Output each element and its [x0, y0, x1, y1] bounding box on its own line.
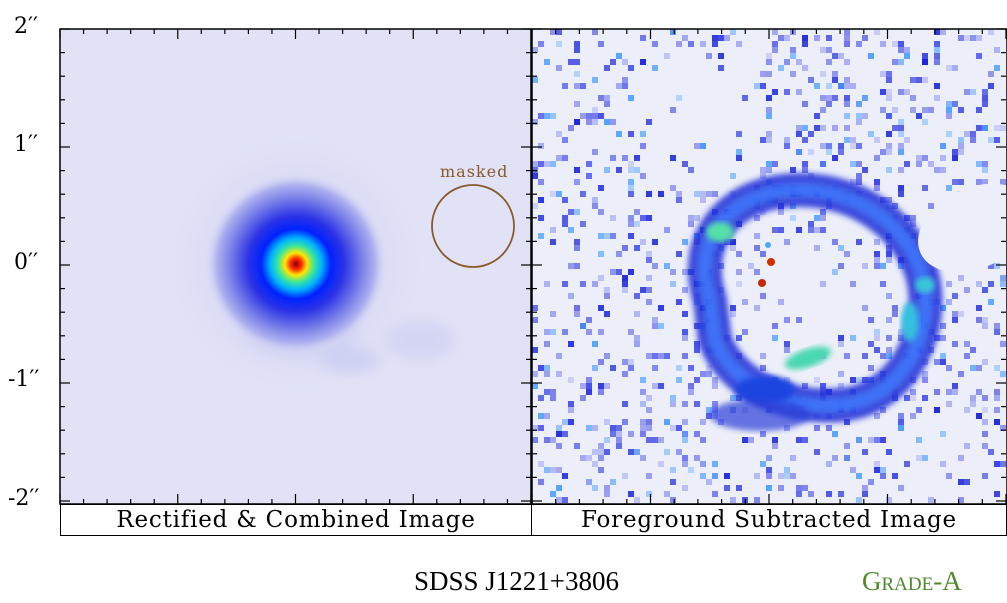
mask-annotation: masked [440, 162, 509, 181]
right-panel-caption: Foreground Subtracted Image [531, 504, 1007, 536]
object-name: SDSS J1221+3806 [414, 566, 620, 596]
mask-circle [431, 184, 515, 268]
y-tick-label-0: 0′′ [14, 250, 38, 275]
y-tick-label-minus-1: -1′′ [8, 367, 40, 392]
axis-ticks [59, 28, 1007, 504]
left-panel-image [60, 29, 531, 504]
y-tick-label-minus-2: -2′′ [8, 486, 40, 511]
right-panel-image [532, 29, 1007, 504]
y-tick-label-2: 2′′ [14, 14, 38, 39]
left-panel-caption: Rectified & Combined Image [60, 504, 532, 536]
grade-label: Grade-A [862, 566, 962, 596]
y-tick-label-1: 1′′ [14, 132, 38, 157]
